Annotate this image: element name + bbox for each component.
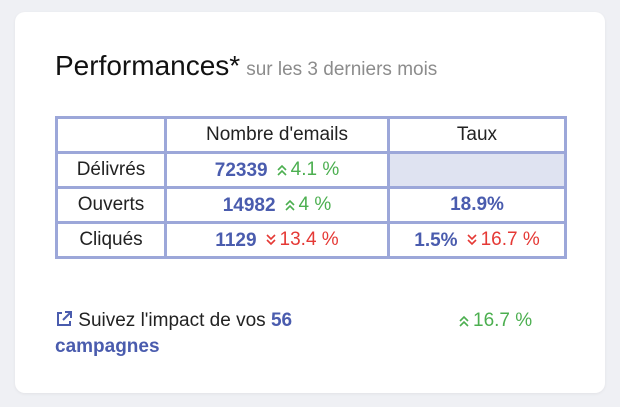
row-label: Délivrés	[55, 151, 167, 189]
header-cell: Taux	[387, 116, 567, 154]
rate-cell: 1.5% 16.7 %	[387, 221, 567, 259]
footer: Suivez l'impact de vos 56 campagnes	[55, 308, 355, 360]
trend-value: 13.4 %	[279, 228, 339, 250]
stats-table: Nombre d'emails Taux Délivrés 72339 4.1 % Ouv…	[55, 116, 567, 259]
row: Cliqués 1129 13.4 % 1.5% 16.7 %	[55, 221, 567, 259]
trend-icon	[284, 199, 295, 211]
count-cell: 1129 13.4 %	[164, 221, 390, 259]
trend: 4 %	[284, 193, 332, 216]
trend-icon	[277, 164, 287, 176]
rate-cell	[387, 151, 567, 189]
rate: 18.9%	[450, 194, 504, 215]
performance-card: Performances* sur les 3 derniers mois Nom…	[15, 12, 605, 393]
trend-icon	[467, 233, 477, 245]
row: Ouverts 14982 4 % 18.9%	[55, 186, 567, 224]
trend-icon	[459, 315, 469, 327]
row: Délivrés 72339 4.1 %	[55, 151, 567, 189]
trend: 16.7 %	[458, 308, 532, 334]
link-count: 56	[270, 310, 293, 331]
header-cell: Nombre d'emails	[164, 116, 390, 154]
row-label: Ouverts	[55, 186, 167, 224]
count-cell: 72339 4.1 %	[164, 151, 390, 189]
impact-link[interactable]: Suivez l'impact de vos 56 campagnes	[55, 310, 292, 357]
row-label: Cliqués	[55, 221, 167, 259]
trend-icon	[265, 233, 276, 245]
count-cell: 14982 4 %	[164, 186, 390, 224]
rate: 1.5%	[414, 229, 458, 251]
trend: 4.1 %	[276, 158, 340, 181]
count: 14982	[222, 194, 276, 216]
external-link-icon	[57, 311, 72, 326]
trend-value: 16.7 %	[473, 310, 533, 331]
title: Performances*	[55, 50, 241, 81]
trend-value: 4 %	[298, 193, 332, 215]
count: 72339	[214, 159, 268, 181]
trend: 16.7 %	[466, 229, 540, 251]
trend: 13.4 %	[265, 229, 339, 251]
trend-value: 4.1 %	[290, 158, 340, 180]
rate-cell: 18.9%	[387, 186, 567, 224]
header-cell	[55, 116, 167, 154]
link-text: Suivez l'impact de vos	[78, 310, 266, 331]
header-row: Nombre d'emails Taux	[55, 116, 567, 154]
count: 1129	[215, 229, 257, 251]
subtitle: sur les 3 derniers mois	[246, 59, 438, 80]
footer-change: 16.7 %	[458, 308, 532, 335]
link-word: campagnes	[55, 336, 160, 357]
card-title: Performances* sur les 3 derniers mois	[55, 50, 437, 82]
trend-value: 16.7 %	[480, 228, 540, 250]
